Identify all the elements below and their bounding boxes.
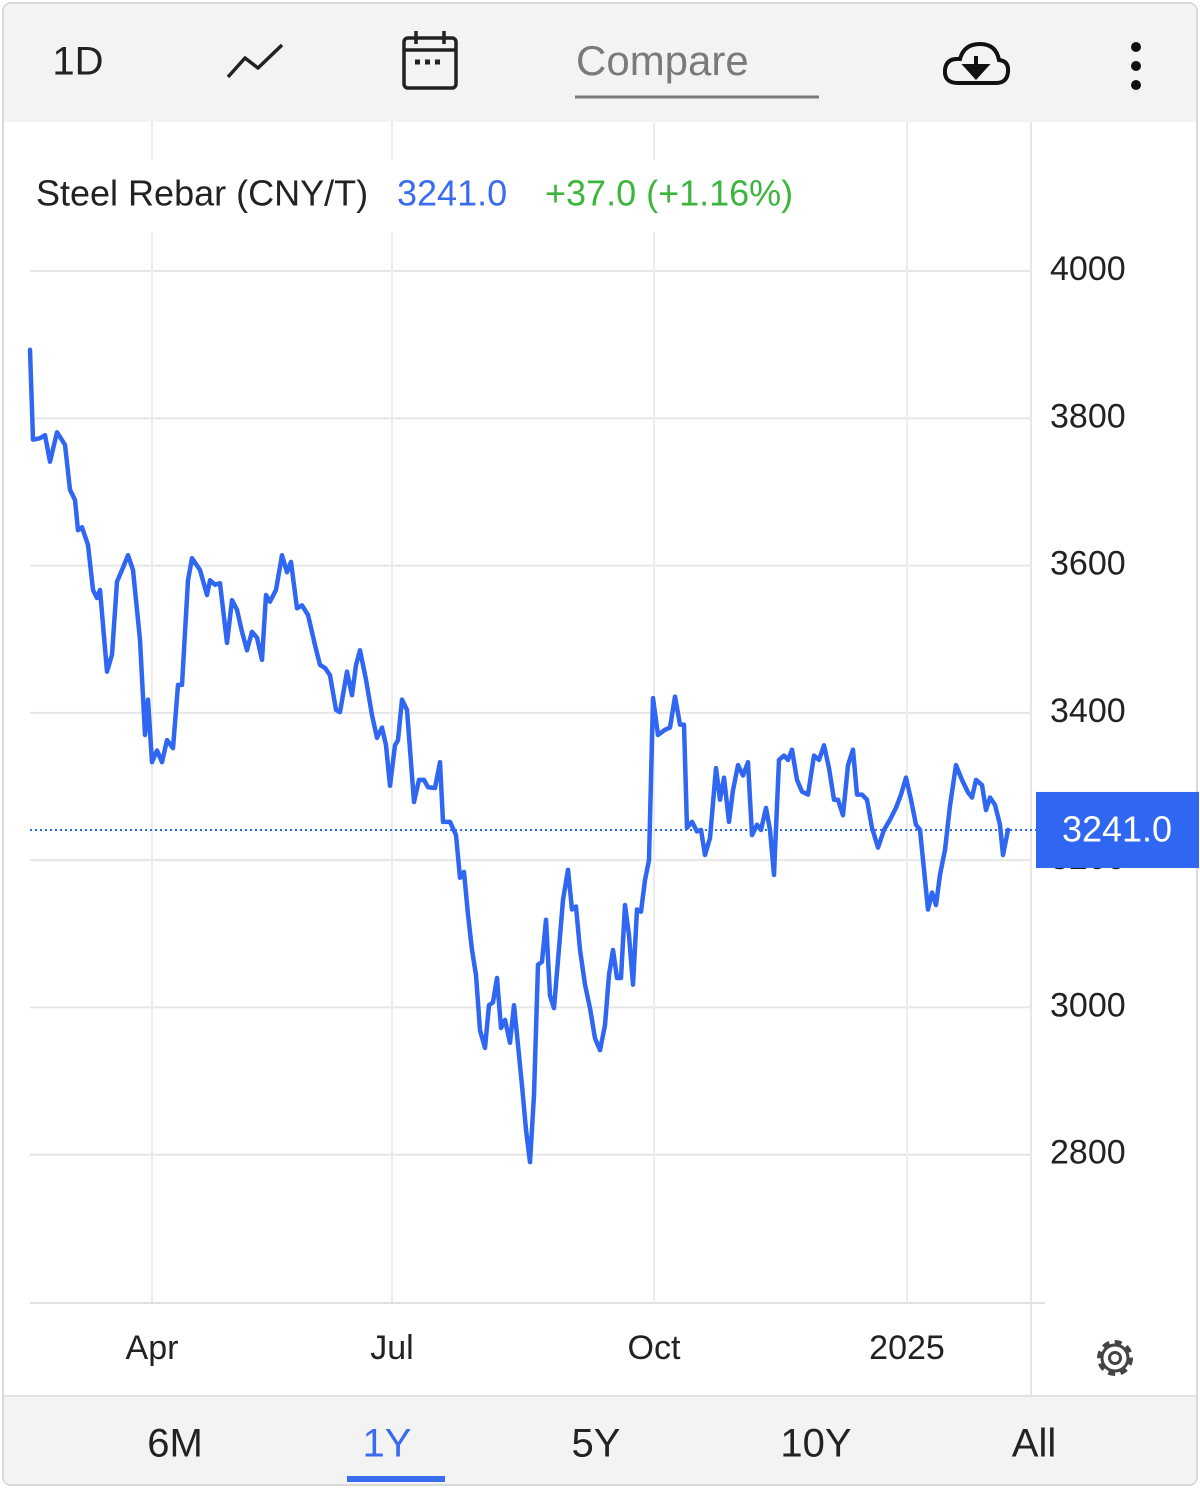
interval-label[interactable]: 1D [52, 40, 103, 84]
calendar-icon[interactable] [402, 31, 458, 90]
menu-dot[interactable] [1131, 80, 1141, 90]
grid [30, 122, 1030, 1303]
download-icon[interactable] [942, 41, 1011, 85]
range-label[interactable]: 6M [147, 1422, 203, 1466]
calendar-body[interactable] [402, 36, 458, 90]
header-backdrop [28, 160, 828, 232]
more-menu[interactable] [1131, 42, 1141, 90]
active-range-underline[interactable] [347, 1476, 445, 1482]
y-tick-label: 2800 [1050, 1134, 1126, 1172]
compare-input[interactable]: Compare [575, 37, 819, 99]
gear-hub[interactable] [1108, 1351, 1122, 1365]
x-tick-label: Apr [126, 1329, 179, 1367]
range-button[interactable]: 6M [147, 1422, 203, 1466]
gear-rim[interactable] [1100, 1343, 1130, 1373]
compare-label[interactable]: Compare [576, 37, 749, 84]
y-tick-label: 3800 [1050, 397, 1126, 435]
y-tick-label: 3000 [1050, 986, 1126, 1024]
price-line [27, 347, 1011, 1165]
y-tick-label: 3600 [1050, 545, 1126, 583]
chart-type-icon[interactable] [226, 43, 284, 79]
range-button[interactable]: 1Y [347, 1422, 445, 1482]
range-button[interactable]: 5Y [572, 1422, 621, 1466]
last-price: 3241.0 [397, 173, 507, 214]
x-tick-label: Oct [628, 1329, 681, 1367]
menu-dot[interactable] [1131, 42, 1141, 52]
x-tick-label: Jul [370, 1329, 413, 1367]
y-tick-label: 3400 [1050, 692, 1126, 730]
settings-icon[interactable] [1097, 1340, 1133, 1376]
range-label[interactable]: 10Y [780, 1422, 851, 1466]
range-label[interactable]: 5Y [572, 1422, 621, 1466]
range-label[interactable]: All [1012, 1422, 1056, 1466]
current-price-label: 3241.0 [1062, 808, 1172, 849]
interval-button[interactable]: 1D [52, 40, 103, 84]
current-price-box [1036, 791, 1199, 868]
x-tick-label: 2025 [869, 1329, 945, 1367]
cloud[interactable] [942, 41, 1011, 85]
range-buttons: 6M 1Y 5Y 10Y All [147, 1422, 1056, 1482]
plot: 2800300032003400360038004000AprJulOct202… [27, 250, 1199, 1367]
arrow-head[interactable] [961, 64, 991, 80]
range-button[interactable]: All [1012, 1422, 1056, 1466]
toolbar [4, 4, 1196, 122]
range-bar [4, 1396, 1196, 1484]
instrument-name: Steel Rebar (CNY/T) [36, 173, 368, 214]
price-change: +37.0 (+1.16%) [545, 173, 793, 214]
gear-teeth[interactable] [1097, 1340, 1133, 1376]
range-label[interactable]: 1Y [363, 1422, 412, 1466]
y-tick-label: 4000 [1050, 250, 1126, 288]
range-button[interactable]: 10Y [780, 1422, 851, 1466]
menu-dot[interactable] [1131, 61, 1141, 71]
